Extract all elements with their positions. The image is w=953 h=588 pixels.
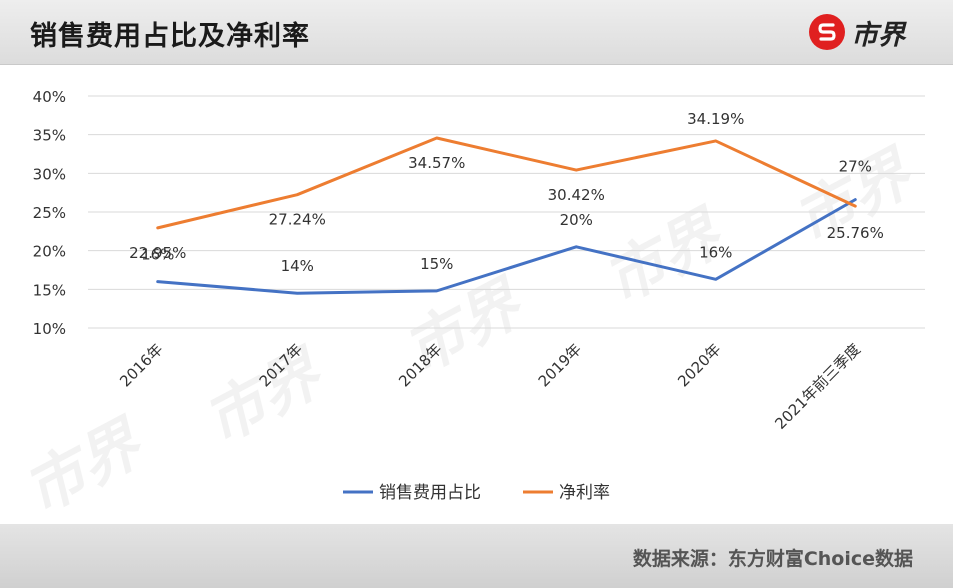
chart-title: 销售费用占比及净利率 [30,21,310,52]
data-source: 数据来源：东方财富Choice数据 [632,548,913,570]
data-label: 14% [281,257,314,275]
y-tick-label: 35% [33,127,66,145]
legend-label: 销售费用占比 [379,483,481,503]
y-tick-label: 15% [33,281,66,299]
brand-logo: 市界 [809,12,905,52]
x-tick-label: 2017年 [256,340,306,390]
data-label: 16% [699,243,732,261]
x-tick-label: 2019年 [535,340,585,390]
data-label: 27.24% [269,211,326,229]
data-label: 27% [839,158,872,176]
logo-text: 市界 [851,19,905,51]
x-tick-label: 2021年前三季度 [771,340,864,433]
y-tick-label: 25% [33,204,66,222]
data-label: 34.19% [687,110,744,128]
data-label: 15% [420,255,453,273]
y-tick-label: 20% [33,243,66,261]
footer-bar: 数据来源：东方财富Choice数据 [0,524,953,588]
header-bar: 销售费用占比及净利率 市界 [0,0,953,65]
y-tick-label: 30% [33,165,66,183]
x-tick-label: 2020年 [674,340,724,390]
data-label: 30.42% [548,186,605,204]
y-tick-label: 40% [33,88,66,106]
x-tick-label: 2018年 [395,340,445,390]
series-line-net-margin [156,136,857,230]
legend-label: 净利率 [559,483,610,503]
y-tick-label: 10% [33,320,66,338]
series-line-sales-ratio [156,198,857,295]
data-label: 20% [560,211,593,229]
data-label: 16% [141,246,174,264]
data-label: 34.57% [408,154,465,172]
x-tick-label: 2016年 [116,340,166,390]
line-chart: 10% 15% 20% 25% 30% 35% 40% 2016年 2017年 2018年 2019… [33,88,925,503]
data-label: 22.95% [129,244,186,262]
data-label: 25.76% [827,224,884,242]
logo-icon [809,14,845,50]
